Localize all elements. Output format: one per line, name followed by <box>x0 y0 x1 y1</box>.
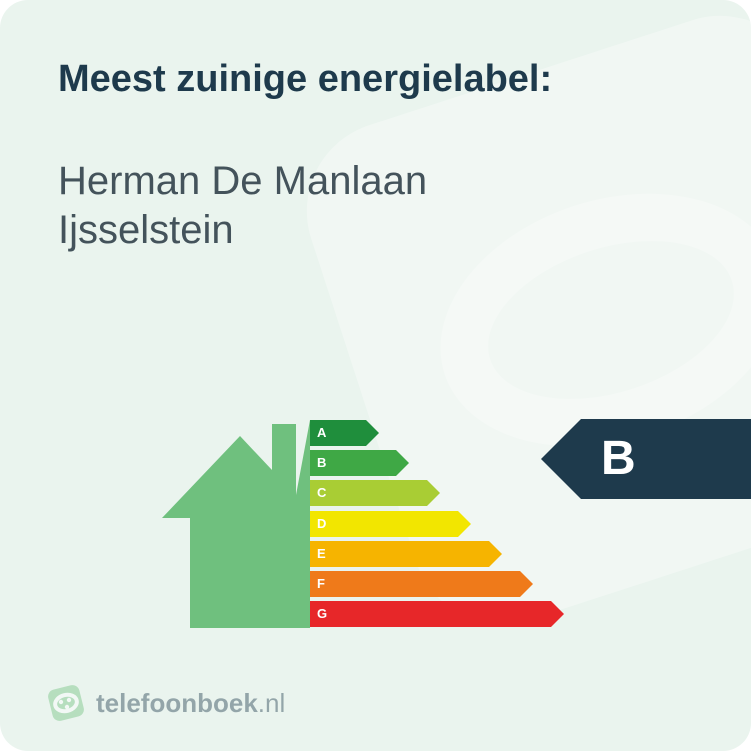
address-line-2: Ijsselstein <box>58 206 693 255</box>
energy-bar-shape <box>310 571 533 597</box>
energy-bar-shape <box>310 601 564 627</box>
house-shape <box>162 420 310 628</box>
energy-bar-shape <box>310 541 502 567</box>
energy-bar-letter: D <box>317 511 326 537</box>
house-icon <box>162 400 312 632</box>
energy-bar-shape <box>310 511 471 537</box>
energy-bar-letter: A <box>317 420 326 446</box>
energy-bar-letter: C <box>317 480 326 506</box>
address-block: Herman De Manlaan Ijsselstein <box>58 157 693 255</box>
brand-icon <box>48 685 84 721</box>
energy-bar <box>310 511 471 537</box>
footer: telefoonboek.nl <box>48 685 285 721</box>
footer-brand-tld: .nl <box>258 688 285 718</box>
energy-bar-letter: G <box>317 601 327 627</box>
brand-icon-dot <box>59 700 63 704</box>
selected-label-inner: B <box>541 419 751 499</box>
energy-label-chart: ABCDEFG <box>162 400 592 632</box>
energy-bar-letter: E <box>317 541 326 567</box>
selected-label-arrow <box>541 419 581 499</box>
energy-bar-letter: F <box>317 571 325 597</box>
card-title: Meest zuinige energielabel: <box>58 58 693 101</box>
footer-brand-text: telefoonboek.nl <box>96 688 285 719</box>
selected-label-badge: B <box>541 419 751 499</box>
energy-bar <box>310 541 502 567</box>
brand-icon-dot <box>67 698 71 702</box>
address-line-1: Herman De Manlaan <box>58 157 693 206</box>
energy-bar <box>310 480 440 506</box>
energy-bar-letter: B <box>317 450 326 476</box>
selected-label-letter: B <box>601 419 636 499</box>
brand-icon-dot <box>65 705 69 709</box>
card-content: Meest zuinige energielabel: Herman De Ma… <box>0 0 751 751</box>
footer-brand-bold: telefoonboek <box>96 688 258 718</box>
energy-bar-shape <box>310 480 440 506</box>
energy-bar <box>310 571 533 597</box>
energy-bar <box>310 601 564 627</box>
energy-label-card: Meest zuinige energielabel: Herman De Ma… <box>0 0 751 751</box>
